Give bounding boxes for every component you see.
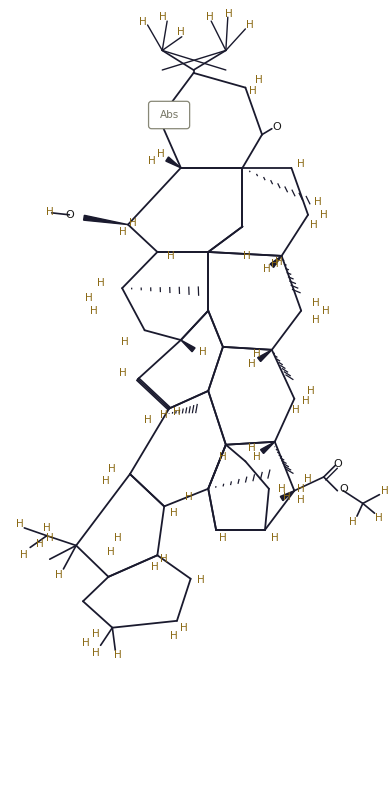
Text: H: H	[312, 315, 320, 325]
Text: H: H	[382, 486, 389, 496]
Text: H: H	[197, 575, 204, 585]
Text: H: H	[248, 359, 256, 370]
Text: H: H	[312, 298, 320, 308]
FancyBboxPatch shape	[149, 101, 190, 129]
Text: H: H	[170, 630, 178, 641]
Text: H: H	[139, 17, 147, 27]
Text: H: H	[114, 533, 122, 543]
Text: H: H	[304, 474, 312, 484]
Text: H: H	[16, 519, 23, 529]
Text: H: H	[275, 257, 283, 267]
Text: H: H	[249, 85, 257, 96]
Text: H: H	[375, 513, 382, 523]
Text: H: H	[97, 278, 104, 288]
Text: H: H	[349, 517, 357, 527]
Polygon shape	[84, 215, 128, 225]
Text: H: H	[151, 562, 158, 572]
Text: H: H	[119, 368, 127, 378]
Text: H: H	[160, 554, 168, 564]
Text: H: H	[119, 227, 127, 238]
Text: H: H	[206, 12, 214, 22]
Text: H: H	[160, 410, 168, 420]
Text: H: H	[310, 220, 318, 230]
Text: H: H	[106, 547, 114, 557]
Text: H: H	[225, 9, 233, 19]
Text: H: H	[129, 217, 137, 228]
Text: H: H	[90, 306, 98, 315]
Text: H: H	[158, 149, 165, 159]
Text: Abs: Abs	[160, 110, 179, 120]
Text: H: H	[248, 443, 256, 453]
Text: H: H	[199, 347, 207, 357]
Text: H: H	[85, 293, 93, 303]
Text: H: H	[170, 508, 178, 518]
Text: H: H	[167, 251, 175, 261]
Text: H: H	[297, 159, 305, 169]
Text: O: O	[273, 122, 281, 131]
Text: H: H	[92, 629, 100, 638]
Text: H: H	[36, 539, 44, 548]
Text: H: H	[244, 251, 251, 261]
Text: H: H	[102, 476, 109, 486]
Polygon shape	[280, 491, 294, 500]
Text: H: H	[320, 210, 328, 220]
Text: H: H	[148, 156, 155, 166]
Text: O: O	[339, 483, 348, 494]
Text: H: H	[253, 453, 261, 462]
Text: H: H	[121, 337, 129, 347]
Text: H: H	[271, 259, 279, 268]
Text: H: H	[278, 483, 285, 494]
Text: H: H	[46, 207, 54, 217]
Text: O: O	[65, 210, 74, 220]
Polygon shape	[270, 256, 282, 268]
Text: H: H	[219, 533, 227, 543]
Text: H: H	[108, 464, 116, 474]
Text: H: H	[82, 638, 90, 648]
Text: H: H	[302, 396, 310, 406]
Text: H: H	[271, 533, 279, 543]
Text: H: H	[297, 496, 305, 505]
Text: H: H	[46, 533, 54, 543]
Text: H: H	[255, 75, 263, 85]
Text: H: H	[185, 491, 192, 501]
Text: O: O	[333, 459, 342, 470]
Text: H: H	[114, 650, 122, 660]
Polygon shape	[260, 442, 275, 453]
Text: H: H	[219, 453, 227, 462]
Text: H: H	[307, 386, 315, 396]
Text: H: H	[173, 407, 181, 418]
Text: H: H	[180, 623, 188, 633]
Text: H: H	[20, 551, 28, 560]
Text: H: H	[297, 483, 305, 494]
Text: H: H	[283, 491, 291, 501]
Text: H: H	[314, 197, 322, 207]
Text: H: H	[292, 406, 300, 415]
Text: H: H	[92, 648, 100, 658]
Text: H: H	[253, 349, 261, 358]
Text: H: H	[55, 570, 63, 580]
Text: H: H	[144, 415, 151, 425]
Text: H: H	[263, 264, 271, 273]
Text: H: H	[43, 523, 51, 533]
Polygon shape	[181, 340, 195, 352]
Text: H: H	[177, 27, 185, 36]
Text: H: H	[246, 20, 254, 30]
Text: H: H	[322, 306, 330, 315]
Polygon shape	[258, 350, 272, 362]
Text: H: H	[160, 12, 167, 22]
Polygon shape	[166, 157, 181, 168]
